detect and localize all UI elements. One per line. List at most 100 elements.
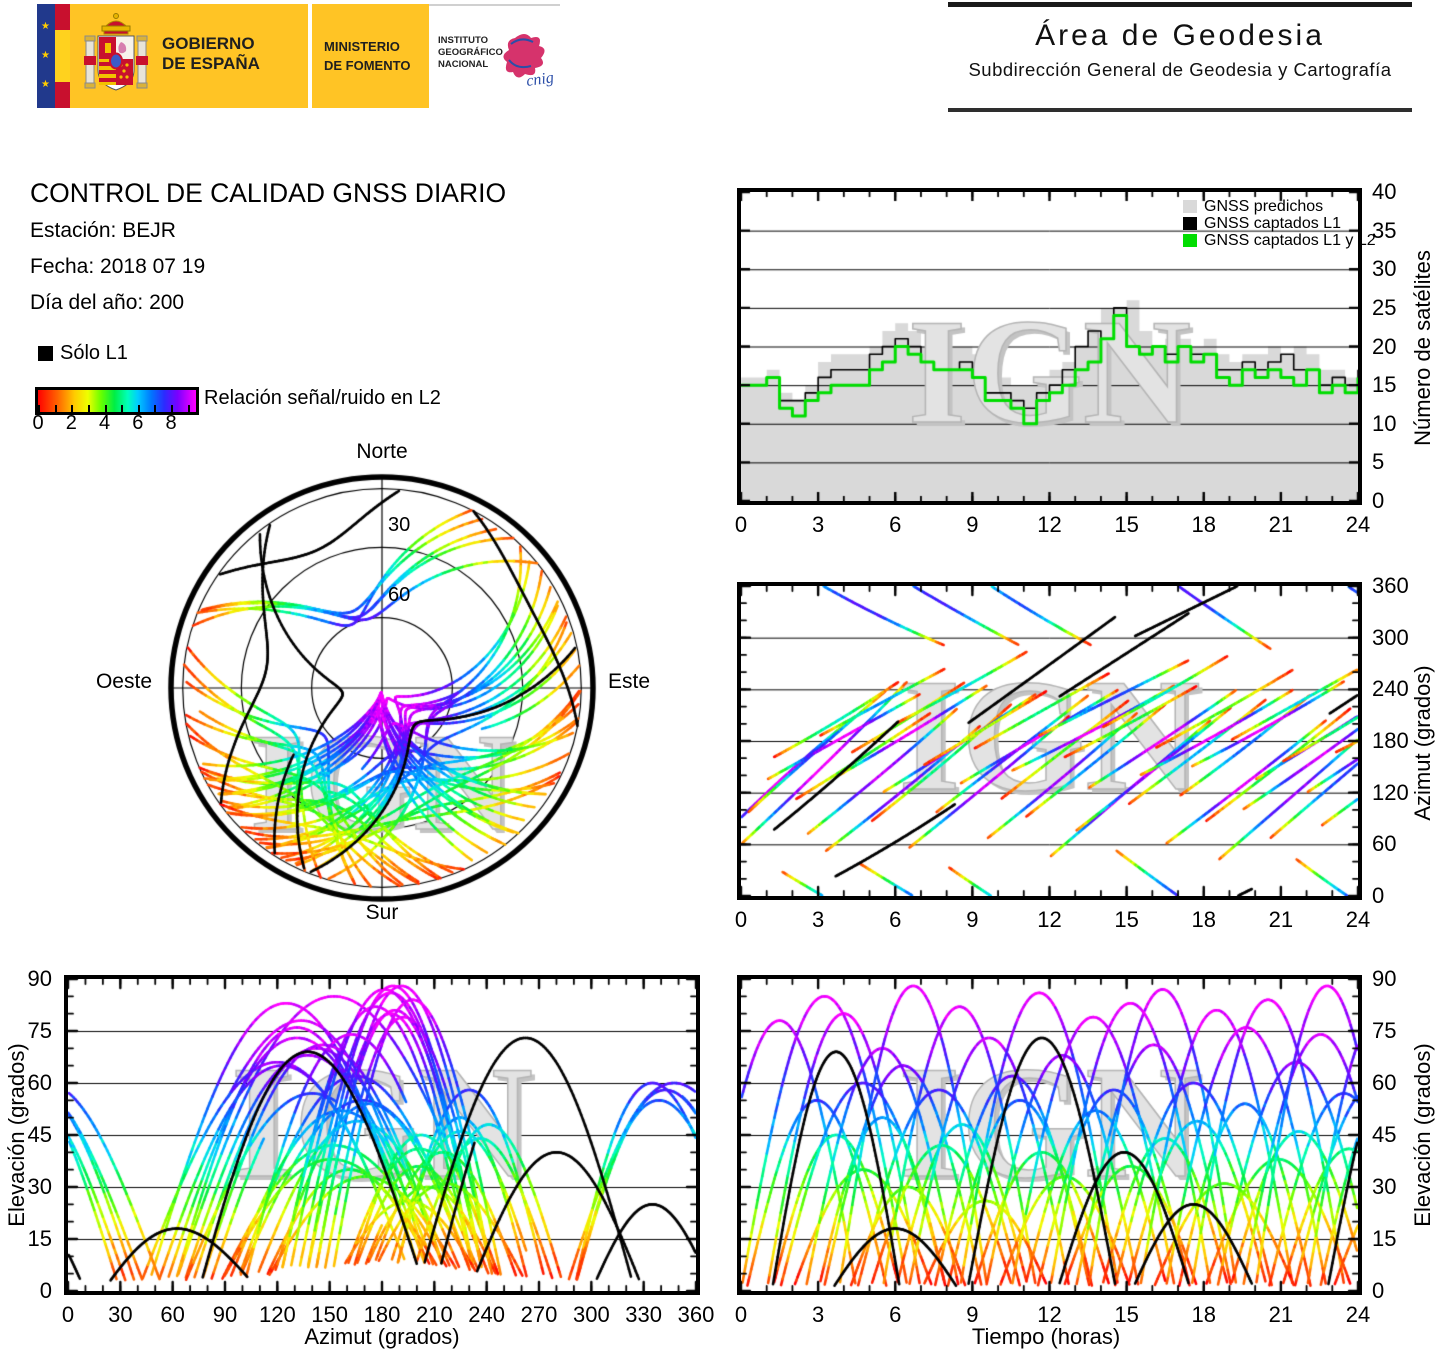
date-line: Fecha: 2018 07 19 (30, 255, 206, 278)
x-tick-label: 0 (734, 512, 748, 537)
colorbar-tick-label: 4 (98, 412, 111, 434)
colorbar-tick-label: 2 (65, 412, 77, 434)
y-tick-label: 75 (1372, 1018, 1397, 1043)
legend-entry: GNSS captados L1 y L2 (1183, 232, 1376, 249)
y-tick-label: 180 (1372, 728, 1409, 753)
colorbar-tick (171, 405, 174, 412)
x-tick-label: 330 (625, 1302, 663, 1327)
x-tick-label: 6 (889, 512, 902, 537)
legend-swatch (1183, 200, 1197, 213)
colorbar-tick-label: 0 (32, 412, 44, 434)
x-tick-label: 18 (1191, 1302, 1216, 1327)
x-tick-label: 360 (677, 1302, 715, 1327)
x-tick-label: 0 (61, 1302, 75, 1327)
colorbar-tick (54, 405, 57, 412)
x-tick-label: 180 (363, 1302, 401, 1327)
y-tick-label: 90 (27, 966, 52, 991)
x-tick-label: 12 (1037, 1302, 1062, 1327)
ign-institute-title: INSTITUTO GEOGRÁFICO NACIONAL (438, 35, 503, 70)
y-axis-title-elevation-right: Elevación (grados) (1410, 1043, 1435, 1227)
flag-red-band (55, 4, 70, 30)
legend-label: GNSS captados L1 (1204, 214, 1341, 232)
x-axis-title-azimut: Azimut (grados) (304, 1324, 460, 1349)
colorbar-tick (38, 405, 40, 412)
doy-line: Día del año: 200 (30, 291, 185, 314)
y-tick-label: 15 (27, 1226, 52, 1251)
legend-entry: GNSS captados L1 (1183, 215, 1376, 232)
x-tick-label: 3 (812, 907, 825, 932)
colorbar-tick-label: 8 (165, 412, 177, 434)
legend-entry: GNSS predichos (1183, 198, 1376, 215)
x-tick-label: 120 (258, 1302, 296, 1327)
x-axis-title-tiempo: Tiempo (horas) (971, 1324, 1121, 1349)
x-tick-label: 3 (812, 512, 825, 537)
colorbar-tick (121, 405, 124, 412)
legend-swatch (1183, 234, 1197, 247)
x-tick-label: 15 (1114, 907, 1139, 932)
skyplot-south-label: Sur (365, 901, 399, 924)
gobierno-block: GOBIERNO DE ESPAÑA (70, 4, 308, 108)
x-tick-label: 24 (1345, 1302, 1371, 1327)
x-tick-label: 24 (1345, 512, 1371, 537)
x-tick-label: 60 (160, 1302, 185, 1327)
gobierno-title: GOBIERNO DE ESPAÑA (162, 34, 260, 73)
government-banner: ★ ★ ★ (37, 4, 560, 108)
x-tick-label: 0 (734, 1302, 748, 1327)
y-tick-label: 40 (1372, 179, 1397, 204)
l1-only-label: Sólo L1 (60, 342, 128, 364)
cnig-logo: cnig (497, 30, 557, 92)
flag-red-band (55, 82, 70, 108)
area-subtitle: Subdirección General de Geodesia y Carto… (968, 59, 1392, 80)
cnig-wordmark: cnig (525, 69, 555, 90)
y-tick-label: 20 (1372, 333, 1397, 359)
y-axis-title-sat-count: Número de satélites (1410, 250, 1435, 446)
x-tick-label: 12 (1037, 907, 1062, 932)
y-tick-label: 35 (1372, 217, 1397, 243)
y-axis-title-azimuth: Azimut (grados) (1410, 665, 1435, 821)
legend-label: GNSS predichos (1204, 197, 1324, 215)
colorbar-tick (154, 405, 157, 412)
x-tick-label: 0 (734, 907, 748, 932)
y-tick-label: 75 (27, 1018, 52, 1043)
elevation-time-chart-canvas (737, 975, 1362, 1295)
x-tick-label: 18 (1191, 512, 1216, 537)
y-tick-label: 45 (1372, 1122, 1397, 1147)
skyplot-west-label: Oeste (95, 670, 152, 693)
legend-label: GNSS captados L1 y L2 (1204, 231, 1376, 249)
elevation-azimuth-chart-canvas (64, 975, 700, 1295)
x-tick-label: 300 (572, 1302, 610, 1327)
y-tick-label: 10 (1372, 410, 1397, 436)
y-tick-label: 120 (1372, 779, 1409, 805)
colorbar-tick (104, 405, 107, 412)
eu-star-icon: ★ (41, 21, 50, 32)
x-tick-label: 210 (415, 1302, 453, 1327)
y-tick-label: 30 (27, 1174, 52, 1199)
snr-colorbar-title: Relación señal/ruido en L2 (204, 387, 441, 409)
x-tick-label: 21 (1268, 907, 1294, 932)
y-tick-label: 60 (1372, 831, 1397, 857)
skyplot-north-label: Norte (356, 440, 408, 463)
x-tick-label: 6 (889, 1302, 902, 1327)
x-tick-label: 21 (1268, 1302, 1294, 1327)
x-tick-label: 15 (1114, 512, 1139, 537)
banner-divider (308, 4, 312, 108)
report-title: CONTROL DE CALIDAD GNSS DIARIO (30, 178, 507, 208)
x-tick-label: 18 (1191, 907, 1216, 932)
y-tick-label: 0 (1372, 883, 1385, 908)
colorbar-tick (187, 405, 190, 412)
y-tick-label: 240 (1372, 676, 1409, 702)
x-tick-label: 21 (1268, 512, 1294, 537)
skyplot-canvas (156, 462, 608, 914)
x-tick-label: 90 (212, 1302, 238, 1327)
azimuth-time-chart-canvas (737, 582, 1362, 900)
x-tick-label: 12 (1037, 512, 1062, 537)
colorbar-tick (137, 405, 140, 412)
l1-only-swatch (38, 346, 53, 361)
x-tick-label: 9 (966, 512, 979, 537)
x-tick-label: 240 (468, 1302, 506, 1327)
y-tick-label: 45 (27, 1122, 52, 1147)
x-tick-label: 9 (966, 1302, 979, 1327)
eu-flag-strip: ★ ★ ★ (37, 4, 55, 108)
y-tick-label: 25 (1372, 294, 1397, 320)
